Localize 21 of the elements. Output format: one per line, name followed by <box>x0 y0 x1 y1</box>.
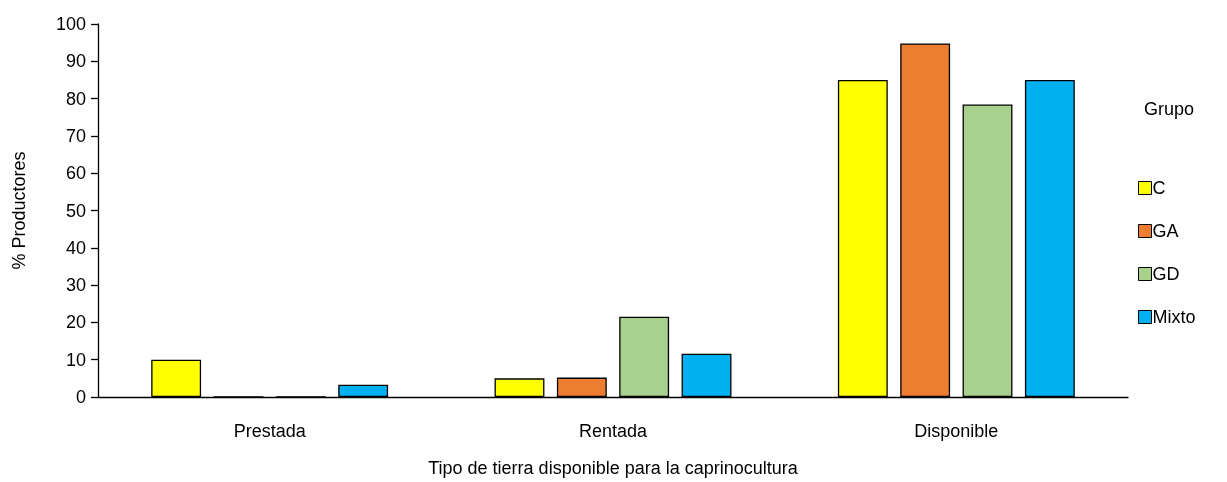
y-tick-label: 100 <box>55 14 86 34</box>
y-tick-label: 0 <box>75 387 86 407</box>
y-tick-label: 40 <box>65 237 86 258</box>
legend-title: Grupo <box>1144 99 1195 119</box>
legend-label: GA <box>1152 221 1179 241</box>
x-axis-title: Tipo de tierra disponible para la caprinocultura <box>428 458 799 478</box>
legend-label: Mixto <box>1152 307 1196 327</box>
y-tick-label: 60 <box>65 163 86 184</box>
y-tick-label: 10 <box>65 349 86 370</box>
x-tick-label: Rentada <box>578 421 649 441</box>
y-tick-label: 80 <box>65 88 86 109</box>
y-tick-label: 90 <box>65 51 86 72</box>
y-tick-label: 50 <box>65 200 86 221</box>
legend-label: C <box>1152 178 1166 198</box>
legend-label: GD <box>1152 264 1180 284</box>
x-tick-label: Disponible <box>914 421 999 441</box>
x-tick-label: Prestada <box>233 421 307 441</box>
y-tick-label: 20 <box>65 312 86 333</box>
y-tick-label: 30 <box>65 275 86 296</box>
y-axis-title: % Productores <box>9 151 29 270</box>
y-tick-label: 70 <box>65 125 86 146</box>
